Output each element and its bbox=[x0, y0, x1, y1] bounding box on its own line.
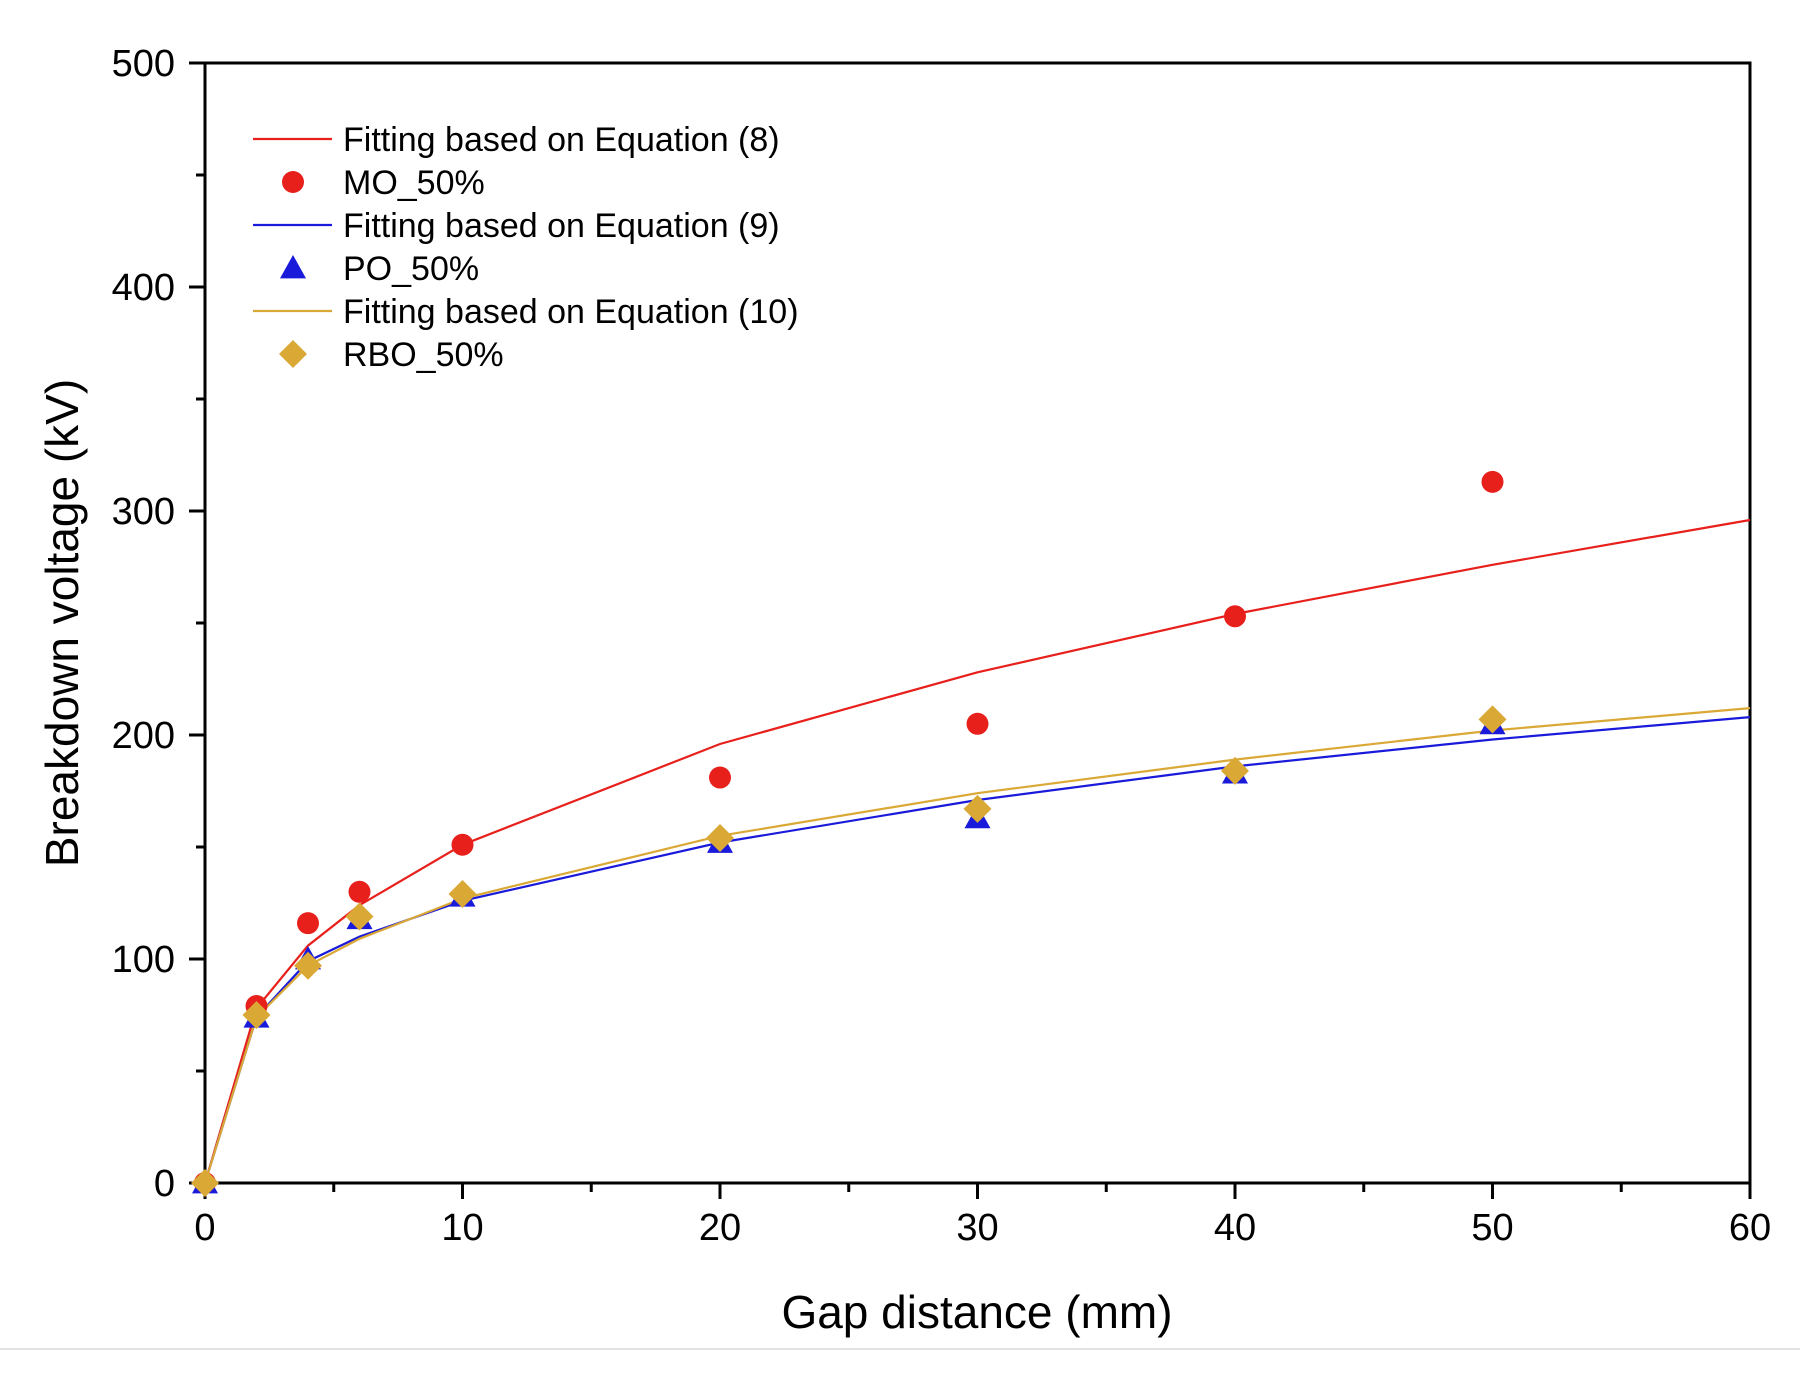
point-mo-50 bbox=[709, 766, 731, 789]
x-tick-label: 20 bbox=[699, 1207, 741, 1249]
x-tick-label: 40 bbox=[1214, 1207, 1256, 1249]
point-rbo-50 bbox=[242, 1001, 271, 1029]
legend-label-po-50: PO_50% bbox=[343, 250, 479, 288]
legend: Fitting based on Equation (8) MO_50% Fitti… bbox=[253, 121, 799, 374]
point-mo-50 bbox=[451, 833, 474, 856]
x-tick-label: 50 bbox=[1471, 1207, 1513, 1249]
point-mo-50 bbox=[348, 880, 371, 903]
y-axis-title: Breakdown voltage (kV) bbox=[36, 379, 88, 867]
legend-label-fitting-based-on-equation-9: Fitting based on Equation (9) bbox=[343, 207, 780, 245]
point-rbo-50 bbox=[345, 902, 374, 931]
legend-label-fitting-based-on-equation-10: Fitting based on Equation (10) bbox=[343, 293, 799, 331]
legend-label-fitting-based-on-equation-8: Fitting based on Equation (8) bbox=[343, 121, 780, 159]
point-rbo-50 bbox=[1221, 756, 1249, 785]
data-markers bbox=[191, 470, 1507, 1197]
legend-label-mo-50: MO_50% bbox=[343, 164, 485, 202]
y-tick-label: 200 bbox=[112, 715, 175, 757]
x-tick-label: 30 bbox=[956, 1207, 998, 1249]
y-tick-label: 300 bbox=[112, 491, 175, 533]
point-rbo-50 bbox=[1478, 705, 1507, 734]
legend-marker-mo-50 bbox=[282, 171, 304, 193]
point-mo-50 bbox=[966, 712, 989, 735]
legend-marker-po-50 bbox=[280, 255, 306, 279]
point-rbo-50 bbox=[448, 880, 477, 909]
fit-line-fitting-based-on-equation-9 bbox=[203, 716, 1751, 1184]
y-tick-label: 100 bbox=[112, 939, 175, 981]
x-tick-label: 10 bbox=[441, 1207, 483, 1249]
y-tick-label: 500 bbox=[112, 43, 175, 85]
x-tick-label: 0 bbox=[194, 1207, 215, 1249]
point-mo-50 bbox=[297, 912, 319, 935]
tick-labels: 0 10 20 30 40 50 60 0 100 200 300 400 500 bbox=[112, 43, 1772, 1249]
fit-line-fitting-based-on-equation-10 bbox=[203, 707, 1751, 1184]
bottom-divider bbox=[0, 1348, 1800, 1350]
point-mo-50 bbox=[1224, 605, 1246, 628]
x-tick-label: 60 bbox=[1729, 1207, 1771, 1249]
fit-curves bbox=[203, 518, 1751, 1184]
y-tick-label: 0 bbox=[154, 1163, 175, 1205]
fit-line-fitting-based-on-equation-8 bbox=[203, 518, 1751, 1184]
y-tick-label: 400 bbox=[112, 267, 175, 309]
point-rbo-50 bbox=[191, 1169, 219, 1197]
axis-ticks bbox=[189, 61, 1752, 1199]
point-mo-50 bbox=[1481, 470, 1504, 493]
point-rbo-50 bbox=[294, 951, 322, 980]
legend-label-rbo-50: RBO_50% bbox=[343, 336, 504, 374]
legend-marker-rbo-50 bbox=[279, 340, 307, 368]
point-rbo-50 bbox=[706, 824, 734, 853]
x-axis-title: Gap distance (mm) bbox=[781, 1286, 1172, 1338]
point-rbo-50 bbox=[963, 794, 992, 823]
